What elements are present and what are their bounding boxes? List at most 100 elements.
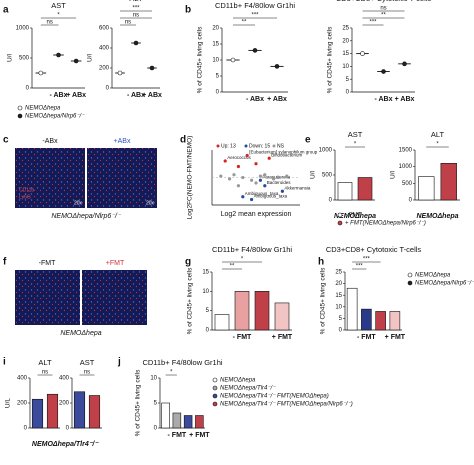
chart-title: AST bbox=[80, 358, 95, 367]
x-tick-label: + ABx bbox=[395, 96, 415, 103]
y-tick-label: 15 bbox=[335, 293, 342, 299]
legend-marker bbox=[244, 144, 248, 148]
y-tick-label: 0 bbox=[346, 90, 350, 96]
point bbox=[245, 153, 249, 158]
y-tick-label: 0 bbox=[154, 426, 158, 432]
y-tick-label: 400 bbox=[17, 376, 28, 382]
legend-marker bbox=[337, 212, 343, 218]
point bbox=[219, 174, 223, 178]
micrograph bbox=[87, 148, 157, 208]
panel-label: e bbox=[305, 135, 311, 146]
significance: *** bbox=[132, 6, 140, 12]
legend-marker bbox=[17, 105, 23, 111]
significance: *** bbox=[251, 13, 259, 19]
bar bbox=[234, 291, 250, 331]
y-tick-label: 0 bbox=[106, 86, 110, 92]
significance: * bbox=[170, 370, 173, 376]
image-caption: NEMOΔhepa bbox=[60, 330, 101, 337]
mean-marker bbox=[149, 65, 155, 71]
y-tick-label: 10 bbox=[342, 64, 349, 70]
legend-label: Down: 15 bbox=[249, 143, 270, 149]
legend-label: NEMOΔhepa/Nlrp6⁻/⁻ bbox=[415, 281, 474, 287]
bar bbox=[195, 415, 204, 429]
bar bbox=[73, 391, 86, 429]
y-axis-label: % of CD45+ living cells bbox=[197, 26, 204, 93]
y-tick-label: 0 bbox=[409, 198, 413, 204]
y-tick-label: 0 bbox=[329, 198, 333, 204]
y-tick-label: 600 bbox=[99, 26, 110, 32]
mean-marker bbox=[56, 52, 61, 58]
x-tick-label: - ABx bbox=[374, 96, 392, 103]
x-tick-label: + ABx bbox=[267, 96, 287, 103]
y-tick-label: 400 bbox=[99, 46, 110, 52]
legend-marker bbox=[212, 377, 218, 383]
chart-title: ALT bbox=[38, 358, 52, 367]
mean-marker bbox=[252, 48, 258, 53]
y-tick-label: 200 bbox=[99, 66, 110, 72]
bar bbox=[418, 176, 435, 201]
chart-title: ALT bbox=[431, 130, 445, 139]
x-tick-label: - FMT bbox=[357, 334, 376, 341]
y-tick-label: 20 bbox=[212, 26, 219, 32]
y-tick-label: 400 bbox=[59, 376, 70, 382]
bar bbox=[337, 182, 353, 201]
y-axis-label: U/L bbox=[5, 398, 12, 409]
point bbox=[250, 197, 254, 202]
y-tick-label: 15 bbox=[212, 42, 219, 48]
mean-marker bbox=[117, 70, 123, 76]
legend-marker bbox=[212, 393, 218, 399]
image-label: +FMT bbox=[106, 260, 125, 267]
point bbox=[254, 162, 258, 166]
mean-marker bbox=[133, 40, 139, 46]
legend-label: + FMT(NEMOΔhepa/Nlrp6⁻/⁻) bbox=[345, 221, 426, 227]
y-tick-label: 5 bbox=[206, 308, 210, 314]
y-tick-label: 10 bbox=[202, 289, 209, 295]
y-tick-label: 25 bbox=[335, 270, 342, 276]
y-tick-label: 10 bbox=[212, 58, 219, 64]
y-tick-label: 0 bbox=[216, 90, 220, 96]
legend-label: - FMT bbox=[345, 213, 362, 219]
point bbox=[276, 175, 280, 180]
chart-title: ALT bbox=[129, 0, 143, 3]
legend-label: Up: 13 bbox=[221, 143, 236, 149]
micrograph bbox=[15, 270, 80, 325]
mean-marker bbox=[38, 70, 44, 76]
significance: ns bbox=[42, 370, 48, 376]
point-label: Bacteroides bbox=[267, 180, 292, 185]
significance: ** bbox=[381, 13, 386, 19]
legend-label: NEMOΔhepa/Tlr4⁻/⁻ bbox=[220, 386, 276, 392]
y-tick-label: 5 bbox=[154, 401, 158, 407]
panel-label: h bbox=[318, 257, 324, 268]
magnification: 20x bbox=[146, 200, 155, 206]
magnification: 20x bbox=[74, 200, 83, 206]
x-tick-label: - FMT bbox=[233, 334, 252, 341]
y-tick-label: 200 bbox=[17, 401, 28, 407]
bar bbox=[361, 308, 372, 331]
bar bbox=[440, 163, 457, 201]
y-tick-label: 1500 bbox=[399, 148, 413, 154]
mean-marker bbox=[402, 61, 407, 67]
x-tick-label: + ABx bbox=[66, 92, 86, 99]
legend-label: NEMOΔhepa/Nlrp6⁻/⁻ bbox=[25, 114, 85, 120]
panel-label: d bbox=[180, 135, 186, 146]
y-tick-label: 0 bbox=[206, 328, 210, 334]
stain-label: CD11b bbox=[19, 187, 34, 193]
x-tick-label: + FMT bbox=[189, 432, 210, 439]
significance: ns bbox=[380, 6, 386, 12]
bar bbox=[46, 393, 59, 429]
y-axis-label: U/l bbox=[390, 170, 397, 179]
y-tick-label: 5 bbox=[339, 316, 343, 322]
chart-title: AST bbox=[51, 1, 66, 10]
y-axis-label: Log2FC(NEMO-FMT/NEMO) bbox=[187, 136, 194, 220]
chart-title: CD11b+ F4/80low Gr1hi bbox=[212, 245, 292, 254]
significance: * bbox=[436, 142, 439, 148]
x-tick-label: - FMT bbox=[168, 432, 187, 439]
significance: *** bbox=[369, 20, 377, 26]
panel-label: i bbox=[3, 357, 6, 368]
legend-label: NEMOΔhepa bbox=[415, 273, 451, 279]
point bbox=[250, 178, 254, 182]
point bbox=[285, 174, 289, 178]
y-tick-label: 0 bbox=[24, 426, 28, 432]
y-tick-label: 5 bbox=[216, 74, 220, 80]
point bbox=[267, 156, 271, 160]
